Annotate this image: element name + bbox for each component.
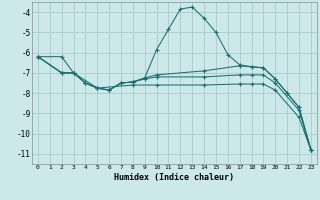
X-axis label: Humidex (Indice chaleur): Humidex (Indice chaleur) — [115, 173, 234, 182]
